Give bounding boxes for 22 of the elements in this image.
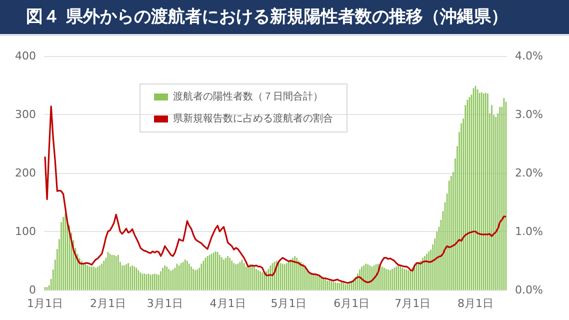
x-tick-label: 4月1日 <box>210 297 246 310</box>
y-tick-label: 100 <box>15 225 36 238</box>
chart-title: 図４ 県外からの渡航者における新規陽性者数の推移（沖縄県） <box>0 0 569 36</box>
y2-tick-label: 2.0% <box>515 166 543 180</box>
y2-tick-label: 3.0% <box>515 108 543 121</box>
y-tick-label: 400 <box>15 50 36 62</box>
x-tick-label: 2月1日 <box>90 297 126 310</box>
line-series <box>44 106 507 284</box>
legend-label: 渡航者の陽性者数（７日間合計） <box>173 90 323 102</box>
x-tick-label: 6月1日 <box>334 297 370 310</box>
legend-label: 県新規報告数に占める渡航者の割合 <box>173 112 333 124</box>
x-tick-label: 8月1日 <box>458 297 494 310</box>
y2-tick-label: 4.0% <box>515 50 543 62</box>
y2-tick-label: 1.0% <box>515 225 543 238</box>
x-tick-label: 1月1日 <box>27 297 64 310</box>
x-tick-label: 3月1日 <box>146 297 183 310</box>
y-tick-label: 200 <box>15 166 36 180</box>
x-tick-label: 7月1日 <box>394 297 431 310</box>
y-tick-label: 300 <box>15 108 36 121</box>
y-tick-label: 0 <box>29 284 36 296</box>
x-tick-label: 5月1日 <box>270 297 307 310</box>
y2-tick-label: 0.0% <box>515 284 543 296</box>
